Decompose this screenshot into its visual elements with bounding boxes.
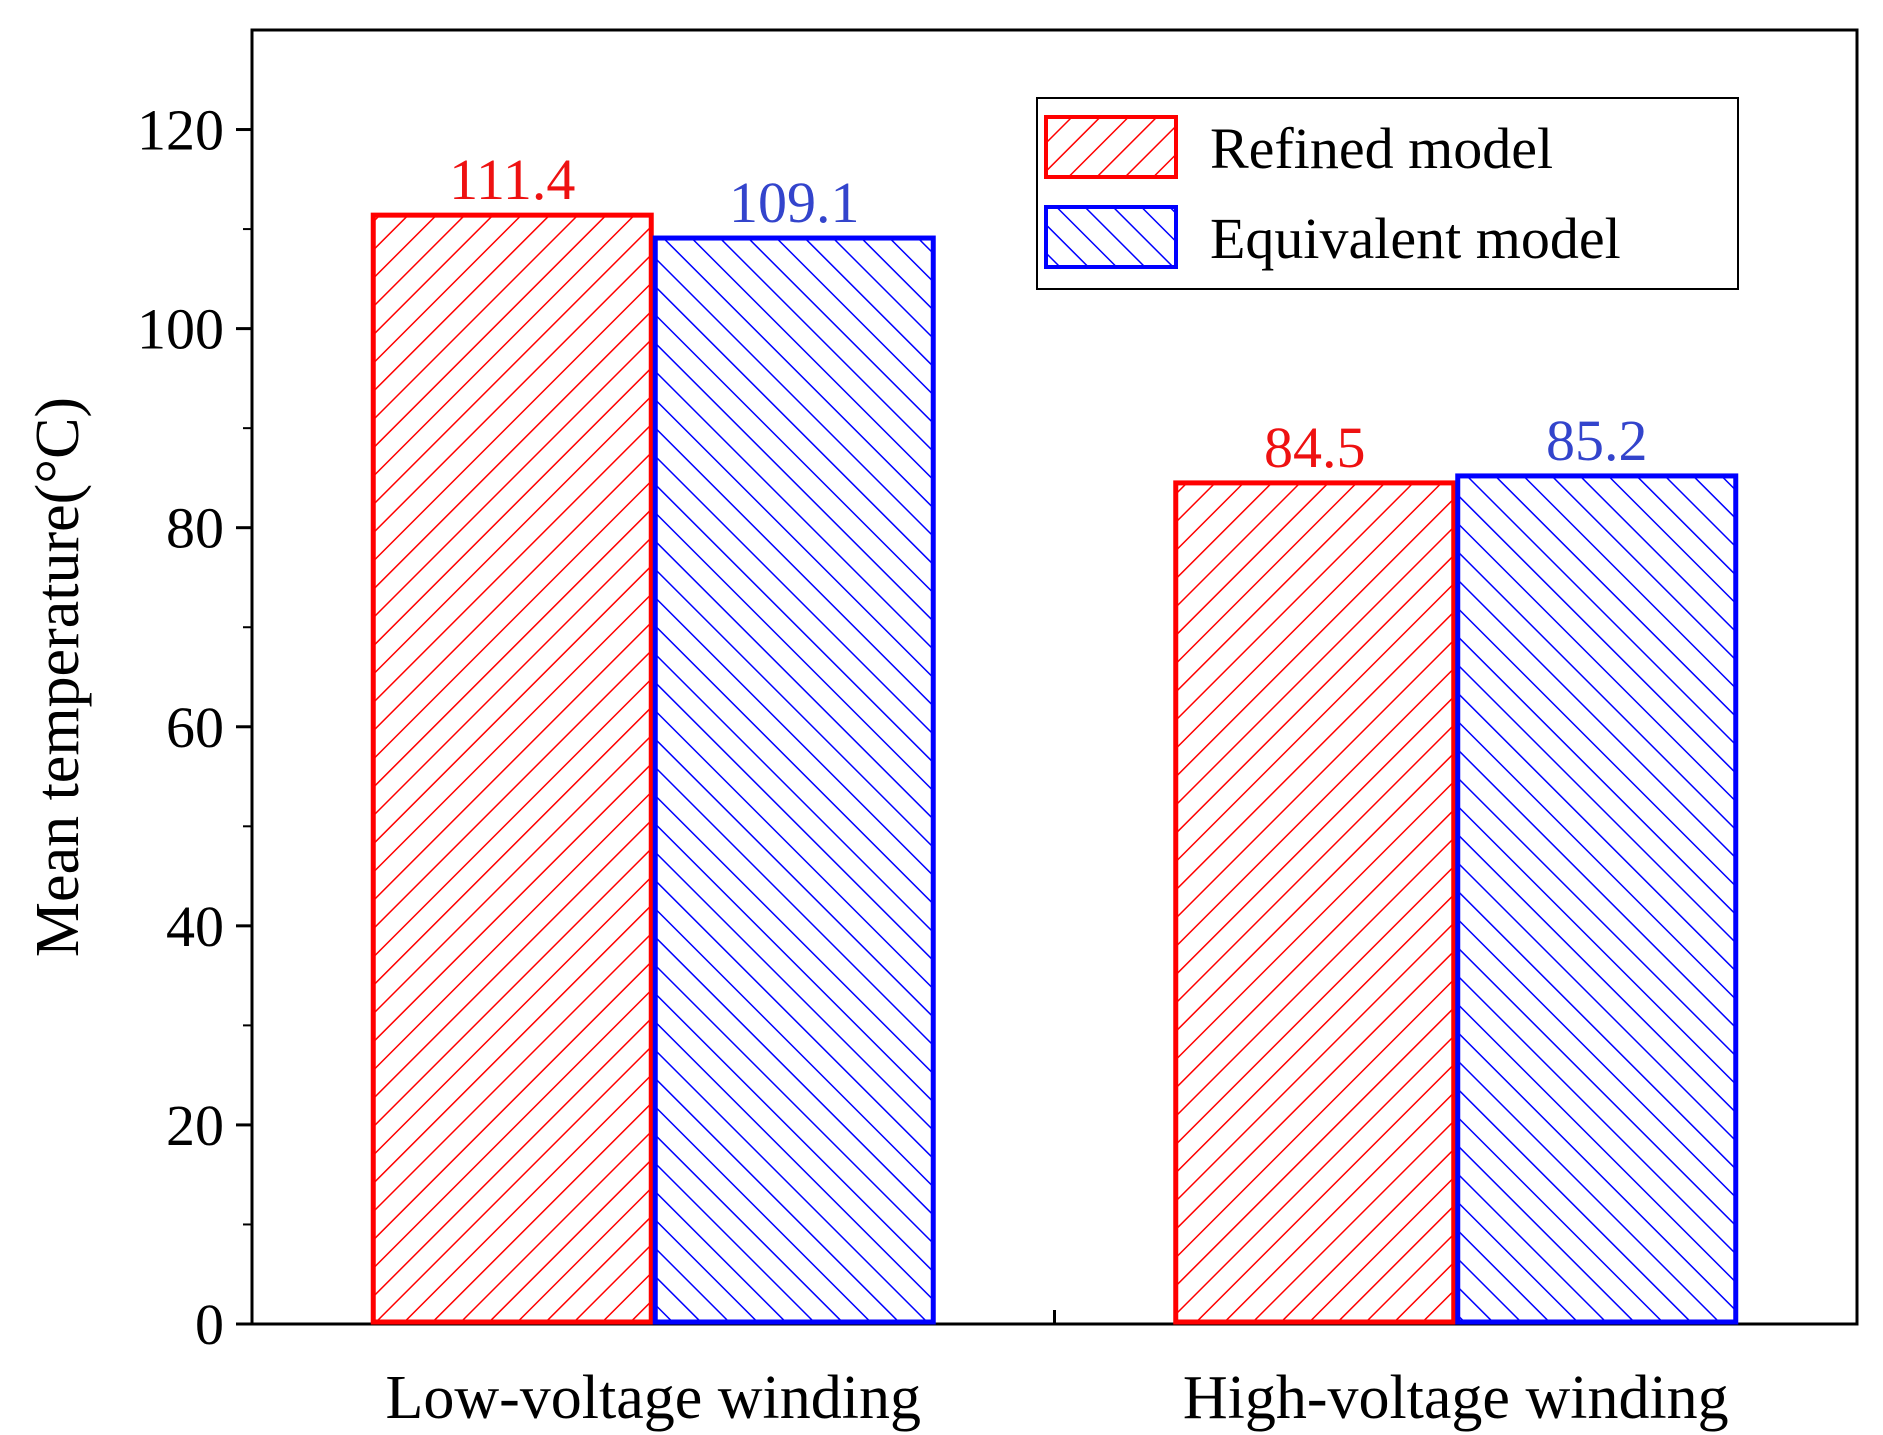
legend-label-refined-model: Refined model <box>1210 116 1553 181</box>
y-tick-label: 60 <box>166 695 224 760</box>
value-label: 109.1 <box>729 170 860 235</box>
x-category-label: High-voltage winding <box>1183 1364 1729 1432</box>
value-label: 84.5 <box>1264 415 1366 480</box>
y-tick-label: 120 <box>137 98 224 163</box>
legend-swatch-equivalent-model <box>1044 205 1178 269</box>
y-tick-label: 40 <box>166 894 224 959</box>
y-tick-label: 0 <box>195 1292 224 1357</box>
bar-refined-high-voltage <box>1173 480 1457 1325</box>
bar-refined-low-voltage <box>370 212 654 1325</box>
bar-equivalent-high-voltage <box>1455 473 1739 1325</box>
value-label: 85.2 <box>1546 408 1648 473</box>
y-tick-label: 100 <box>137 297 224 362</box>
value-labels-group: 111.4 84.5 109.1 85.2 <box>449 147 1647 480</box>
value-label: 111.4 <box>449 147 575 212</box>
legend-swatch-refined-model <box>1044 115 1178 179</box>
bars-group <box>370 212 1739 1325</box>
legend-label-equivalent-model: Equivalent model <box>1210 206 1621 271</box>
y-tick-label: 20 <box>166 1093 224 1158</box>
bar-equivalent-low-voltage <box>652 235 936 1325</box>
y-tick-label: 80 <box>166 496 224 561</box>
y-axis-title: Mean temperature(°C) <box>24 397 92 957</box>
x-axis: Low-voltage winding High-voltage winding <box>385 1310 1729 1432</box>
x-category-label: Low-voltage winding <box>385 1364 921 1432</box>
y-axis: 0 20 40 60 80 100 120 <box>137 98 252 1357</box>
legend: Refined model Equivalent model <box>1036 97 1739 290</box>
